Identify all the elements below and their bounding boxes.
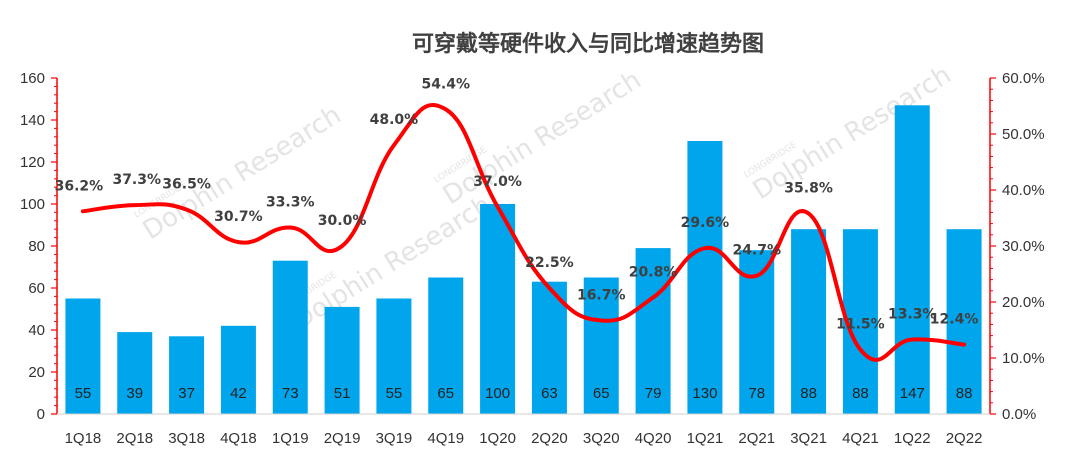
bar-value-label: 88 [800,385,817,402]
bar-4Q19 [428,277,464,414]
y-right-tick-label: 60.0% [1002,70,1045,87]
growth-value-label: 13.3% [888,307,937,323]
bar-value-label: 65 [593,385,610,402]
bar-4Q20 [635,248,671,414]
growth-value-label: 37.0% [473,174,522,190]
bar-value-label: 37 [178,385,195,402]
y-right-tick-label: 0.0% [1002,406,1036,423]
bar-value-label: 55 [75,385,92,402]
x-tick-label: 4Q19 [427,430,464,447]
growth-value-label: 24.7% [732,243,781,259]
x-tick-label: 2Q18 [116,430,153,447]
chart-title: 可穿戴等硬件收入与同比增速趋势图 [412,31,764,57]
bar-2Q22 [946,229,982,414]
growth-value-label: 37.3% [112,172,161,188]
bar-1Q22 [894,105,930,415]
bar-value-label: 100 [485,385,510,402]
y-left-tick-label: 140 [20,112,45,129]
y-left-tick-label: 0 [37,406,45,423]
growth-value-label: 48.0% [370,112,419,128]
growth-line [80,103,967,362]
data-labels: 55 39 37 42 73 51 55 65 100 63 65 79 130 78 88 88 147 88 3… [55,76,979,402]
bar-1Q20 [480,204,516,414]
x-tick-label: 2Q20 [531,430,568,447]
growth-value-label: 33.3% [266,195,315,211]
axes: 0 20 40 60 80 100 120 140 160 0.0% 10.0% 20.0% 30.0%… [20,70,1045,447]
growth-value-label: 16.7% [577,287,626,303]
x-tick-label: 3Q18 [168,430,205,447]
x-tick-label: 2Q22 [946,430,983,447]
y-right-tick-label: 50.0% [1002,126,1045,143]
bar-1Q21 [687,141,723,414]
bar-4Q18 [220,325,256,414]
y-left-tick-label: 80 [28,238,45,255]
growth-value-label: 30.7% [214,209,263,225]
growth-value-label: 11.5% [836,317,885,333]
bar-1Q18 [65,298,101,414]
x-tick-label: 1Q20 [479,430,516,447]
x-tick-label: 1Q18 [65,430,102,447]
x-tick-label: 1Q19 [272,430,309,447]
x-tick-label: 4Q20 [635,430,672,447]
y-right-tick-label: 20.0% [1002,294,1045,311]
bar-value-label: 78 [748,385,765,402]
y-left-tick-label: 20 [28,364,45,381]
growth-value-label: 36.2% [55,178,104,194]
bar-3Q18 [169,336,205,414]
growth-value-label: 36.5% [162,177,211,193]
bar-value-label: 55 [386,385,403,402]
bar-value-label: 88 [956,385,973,402]
x-tick-label: 2Q19 [324,430,361,447]
growth-value-label: 54.4% [421,76,470,92]
x-tick-label: 4Q18 [220,430,257,447]
bar-value-label: 39 [126,385,143,402]
bar-value-label: 63 [541,385,558,402]
y-right-tick-label: 10.0% [1002,350,1045,367]
bar-value-label: 73 [282,385,299,402]
bar-3Q20 [583,277,619,414]
y-left-tick-label: 160 [20,70,45,87]
x-tick-label: 3Q20 [583,430,620,447]
y-left-tick-label: 40 [28,322,45,339]
x-tick-label: 3Q19 [376,430,413,447]
bars [65,105,982,415]
bar-value-label: 88 [852,385,869,402]
bar-value-label: 65 [437,385,454,402]
y-right-tick-label: 30.0% [1002,238,1045,255]
y-left-tick-label: 120 [20,154,45,171]
x-tick-label: 1Q22 [894,430,931,447]
growth-value-label: 20.8% [629,265,678,281]
bar-value-label: 130 [692,385,717,402]
x-tick-label: 2Q21 [738,430,775,447]
bar-2Q18 [117,332,153,414]
x-tick-label: 4Q21 [842,430,879,447]
growth-value-label: 22.5% [525,255,574,271]
bar-value-label: 51 [334,385,351,402]
bar-2Q20 [531,281,567,414]
x-tick-label: 1Q21 [687,430,724,447]
growth-value-label: 12.4% [930,312,979,328]
bar-3Q19 [376,298,412,414]
growth-line-path [80,103,967,362]
bar-value-label: 79 [645,385,662,402]
bar-value-label: 42 [230,385,247,402]
y-right-tick-label: 40.0% [1002,182,1045,199]
bar-2Q19 [324,306,360,414]
y-left-tick-label: 100 [20,196,45,213]
bar-value-label: 147 [900,385,925,402]
y-left-tick-label: 60 [28,280,45,297]
growth-value-label: 30.0% [318,213,367,229]
growth-value-label: 35.8% [784,181,833,197]
growth-value-label: 29.6% [681,215,730,231]
bar-3Q21 [791,229,827,414]
x-tick-label: 3Q21 [790,430,827,447]
bar-1Q19 [272,260,308,414]
